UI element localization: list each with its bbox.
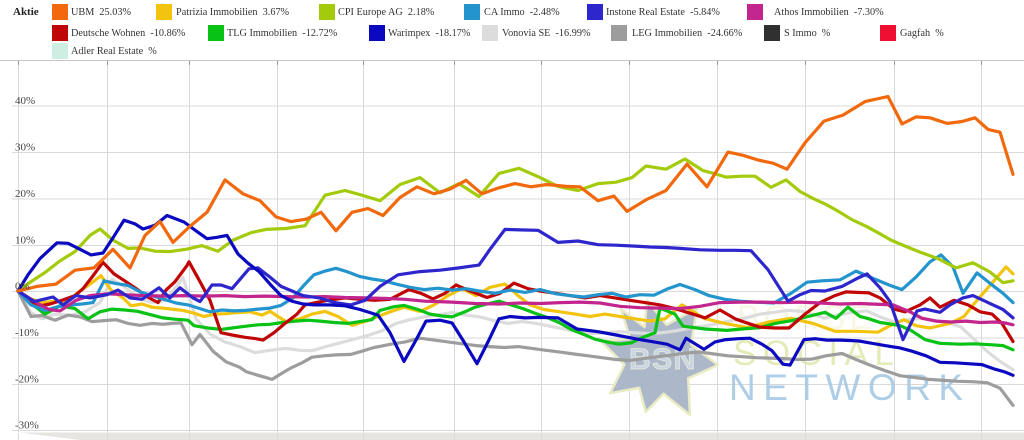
svg-text:NETWORK: NETWORK: [729, 367, 971, 408]
svg-text:SOCIAL: SOCIAL: [733, 334, 900, 373]
svg-text:-20%: -20%: [15, 374, 39, 386]
svg-text:-30%: -30%: [15, 420, 39, 432]
svg-text:-10%: -10%: [15, 327, 39, 339]
svg-text:30%: 30%: [15, 142, 35, 154]
svg-text:40%: 40%: [15, 95, 35, 107]
svg-text:10%: 10%: [15, 235, 35, 247]
svg-text:0%: 0%: [15, 281, 30, 293]
svg-text:20%: 20%: [15, 188, 35, 200]
